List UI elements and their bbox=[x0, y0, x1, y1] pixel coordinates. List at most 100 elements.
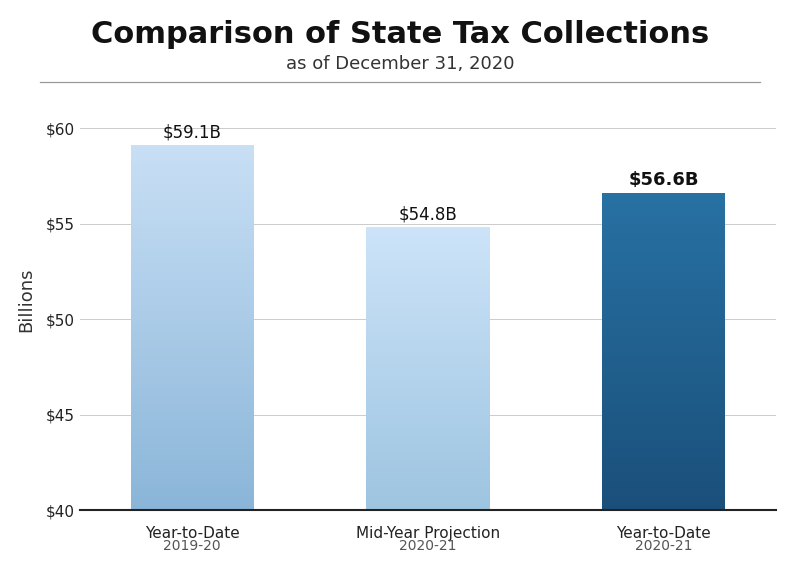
Bar bbox=[602, 327, 726, 328]
Bar bbox=[602, 423, 726, 425]
Bar bbox=[366, 294, 490, 295]
Bar bbox=[366, 505, 490, 506]
Bar bbox=[366, 418, 490, 420]
Bar bbox=[130, 266, 254, 267]
Bar bbox=[366, 498, 490, 499]
Bar bbox=[366, 496, 490, 498]
Bar bbox=[366, 450, 490, 451]
Bar bbox=[366, 476, 490, 478]
Bar bbox=[366, 482, 490, 484]
Bar bbox=[602, 279, 726, 280]
Bar bbox=[366, 302, 490, 304]
Bar bbox=[366, 475, 490, 476]
Bar bbox=[602, 433, 726, 434]
Bar bbox=[366, 342, 490, 343]
Bar bbox=[602, 448, 726, 450]
Bar bbox=[602, 250, 726, 252]
Bar bbox=[130, 322, 254, 324]
Bar bbox=[602, 459, 726, 461]
Bar bbox=[130, 191, 254, 193]
Bar bbox=[366, 463, 490, 465]
Bar bbox=[602, 434, 726, 436]
Bar bbox=[602, 483, 726, 485]
Bar bbox=[602, 338, 726, 339]
Bar bbox=[602, 347, 726, 349]
Bar bbox=[602, 445, 726, 447]
Bar bbox=[130, 386, 254, 388]
Bar bbox=[130, 147, 254, 149]
Bar bbox=[130, 198, 254, 200]
Bar bbox=[130, 445, 254, 447]
Bar bbox=[130, 251, 254, 253]
Bar bbox=[602, 220, 726, 222]
Bar bbox=[130, 503, 254, 505]
Bar bbox=[130, 472, 254, 474]
Bar bbox=[130, 463, 254, 465]
Bar bbox=[602, 329, 726, 331]
Bar bbox=[130, 332, 254, 334]
Bar bbox=[366, 365, 490, 366]
Bar bbox=[130, 209, 254, 211]
Text: Comparison of State Tax Collections: Comparison of State Tax Collections bbox=[91, 20, 709, 49]
Bar bbox=[366, 509, 490, 510]
Bar bbox=[366, 311, 490, 313]
Bar bbox=[366, 349, 490, 350]
Bar bbox=[130, 277, 254, 278]
Bar bbox=[366, 363, 490, 365]
Bar bbox=[366, 372, 490, 373]
Bar bbox=[602, 334, 726, 336]
Bar bbox=[130, 189, 254, 191]
Bar bbox=[130, 293, 254, 295]
Bar bbox=[602, 231, 726, 233]
Bar bbox=[602, 293, 726, 295]
Bar bbox=[602, 266, 726, 268]
Bar bbox=[130, 162, 254, 164]
Bar bbox=[130, 262, 254, 264]
Bar bbox=[130, 242, 254, 244]
Bar bbox=[130, 456, 254, 458]
Bar bbox=[602, 407, 726, 409]
Bar bbox=[130, 304, 254, 306]
Bar bbox=[366, 336, 490, 338]
Bar bbox=[366, 436, 490, 437]
Bar bbox=[602, 374, 726, 376]
Bar bbox=[130, 146, 254, 147]
Bar bbox=[130, 175, 254, 176]
Bar bbox=[366, 236, 490, 237]
Bar bbox=[602, 504, 726, 506]
Bar bbox=[366, 348, 490, 349]
Bar bbox=[366, 308, 490, 310]
Bar bbox=[602, 344, 726, 346]
Bar bbox=[602, 380, 726, 382]
Bar bbox=[366, 369, 490, 371]
Bar bbox=[602, 465, 726, 466]
Bar bbox=[602, 472, 726, 474]
Bar bbox=[130, 364, 254, 366]
Bar bbox=[366, 484, 490, 485]
Bar bbox=[130, 459, 254, 461]
Bar bbox=[130, 317, 254, 319]
Bar bbox=[366, 451, 490, 452]
Bar bbox=[130, 447, 254, 448]
Bar bbox=[130, 302, 254, 304]
Bar bbox=[366, 438, 490, 440]
Bar bbox=[602, 437, 726, 439]
Bar bbox=[130, 195, 254, 197]
Bar bbox=[366, 445, 490, 447]
Bar bbox=[130, 300, 254, 302]
Bar bbox=[130, 165, 254, 167]
Bar bbox=[130, 167, 254, 169]
Bar bbox=[366, 465, 490, 466]
Bar bbox=[602, 269, 726, 271]
Bar bbox=[602, 469, 726, 471]
Bar bbox=[602, 212, 726, 214]
Bar bbox=[602, 392, 726, 393]
Bar bbox=[130, 474, 254, 476]
Bar bbox=[366, 398, 490, 400]
Bar bbox=[366, 492, 490, 494]
Bar bbox=[130, 452, 254, 454]
Bar bbox=[130, 231, 254, 233]
Bar bbox=[130, 379, 254, 381]
Bar bbox=[602, 502, 726, 504]
Text: 2019-20: 2019-20 bbox=[163, 539, 221, 553]
